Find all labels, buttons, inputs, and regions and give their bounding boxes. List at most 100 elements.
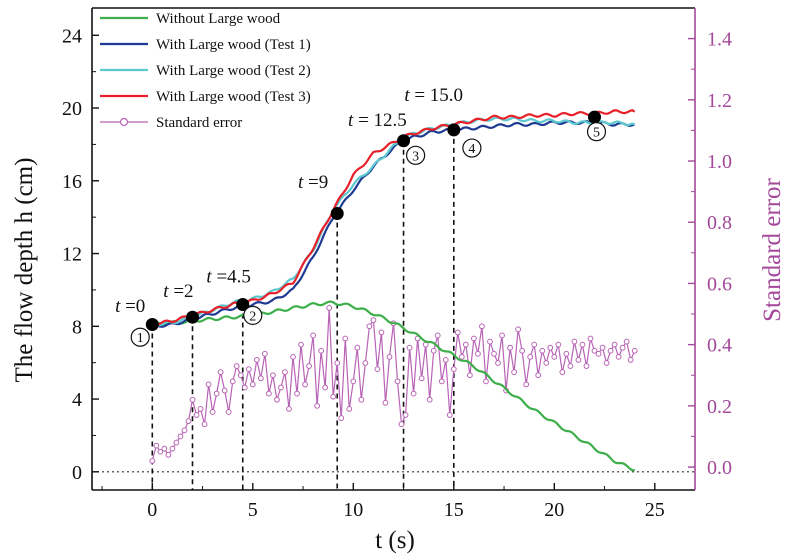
stderr-point [294, 390, 300, 397]
stderr-point [342, 335, 349, 342]
x-tick-label: 5 [248, 499, 258, 521]
legend: Without Large wood With Large wood (Test … [100, 11, 311, 131]
stderr-point [378, 329, 385, 336]
stderr-point [599, 344, 606, 351]
time-marker-dot [186, 310, 199, 324]
stderr-point [535, 372, 542, 379]
stderr-point [418, 375, 425, 382]
step-badge-number: 1 [137, 331, 144, 346]
stderr-point [434, 332, 441, 339]
stderr-point [334, 360, 341, 366]
stderr-point [197, 406, 204, 412]
stderr-point [450, 366, 457, 373]
time-marker-dot [588, 110, 601, 124]
stderr-point [209, 409, 216, 415]
y-axis-label: The flow depth h (cm) [11, 158, 38, 383]
stderr-point [475, 350, 481, 357]
stderr-point [627, 357, 634, 363]
stderr-point [583, 363, 590, 369]
stderr-point [483, 378, 489, 385]
legend-label: Without Large wood [156, 11, 281, 27]
stderr-point [237, 372, 244, 379]
stderr-point [169, 445, 176, 452]
stderr-point [229, 378, 236, 385]
stderr-point [362, 360, 369, 366]
step-badge-circle [586, 122, 607, 142]
stderr-point [306, 363, 312, 369]
time-marker-dot [397, 134, 411, 148]
stderr-point [225, 409, 232, 415]
step-badge-circle [406, 145, 426, 165]
legend-label: With Large wood (Test 2) [156, 63, 311, 79]
stderr-point [366, 323, 373, 330]
series-test-3 [152, 109, 636, 327]
y2-tick-label: 0.6 [707, 273, 732, 295]
stderr-point [466, 372, 473, 379]
stderr-point [438, 378, 445, 385]
stderr-point [153, 442, 160, 449]
stderr-point [499, 332, 505, 339]
stderr-point [511, 369, 517, 376]
time-annotation: t =9 [298, 172, 328, 193]
step-badge-number: 3 [412, 149, 419, 164]
stderr-point [205, 381, 212, 388]
stderr-point [471, 335, 477, 342]
stderr-point [322, 384, 329, 391]
stderr-point [157, 448, 164, 455]
stderr-point [491, 350, 497, 357]
series-without-large-wood [151, 300, 635, 472]
time-annotation: t =0 [115, 296, 145, 317]
y-tick-label: 20 [62, 98, 82, 120]
stderr-point [523, 381, 530, 388]
x-tick-label: 0 [147, 499, 157, 521]
step-badge-circle [462, 138, 482, 158]
stderr-point [302, 381, 308, 388]
stderr-point [386, 353, 393, 360]
stderr-point [290, 353, 296, 360]
x-axis-label: t (s) [375, 527, 415, 554]
step-badge-number: 4 [468, 142, 475, 157]
stderr-point [410, 390, 417, 397]
stderr-point [221, 387, 228, 394]
time-annotation: t = 15.0 [404, 85, 463, 106]
x-tick-label: 15 [444, 499, 464, 521]
stderr-point [402, 412, 409, 418]
y2-axis-label: Standard error [759, 177, 786, 321]
stderr-point [527, 353, 534, 360]
step-badge-circle [243, 305, 263, 325]
stderr-point [189, 396, 196, 403]
legend-label: With Large wood (Test 3) [156, 89, 311, 105]
stderr-point [515, 326, 522, 333]
step-badge-number: 5 [593, 126, 600, 141]
stderr-point [394, 378, 401, 385]
stderr-point [314, 402, 321, 409]
stderr-point [374, 366, 381, 373]
stderr-point [559, 369, 566, 376]
time-marker-dot [236, 297, 250, 311]
y2-tick-label: 1.2 [707, 90, 732, 112]
legend-label: Standard error [156, 115, 242, 131]
stderr-line [151, 307, 636, 462]
stderr-point [274, 396, 280, 403]
stderr-point [149, 458, 156, 464]
step-badge-number: 2 [249, 309, 256, 324]
plot-area: t =0 t =2 t =4.5 t =9 t = 12.5 t = 15.0 1 2 3 4 5 [92, 85, 695, 490]
stderr-point [346, 406, 353, 412]
stderr-point [591, 347, 598, 354]
stderr-point [619, 344, 626, 351]
legend-label: With Large wood (Test 1) [156, 37, 311, 53]
y-tick-label: 4 [72, 389, 82, 411]
stderr-point [414, 335, 421, 342]
stderr-point [282, 369, 288, 376]
stderr-point [338, 415, 345, 421]
stderr-point [551, 353, 558, 360]
stderr-point [354, 344, 361, 351]
stderr-point [177, 433, 184, 440]
time-marker-dot [330, 207, 344, 221]
y2-tick-label: 0.8 [707, 212, 732, 234]
stderr-point [278, 384, 284, 391]
stderr-point [571, 338, 578, 345]
stderr-point [567, 363, 574, 369]
y-tick-label: 16 [62, 171, 82, 193]
